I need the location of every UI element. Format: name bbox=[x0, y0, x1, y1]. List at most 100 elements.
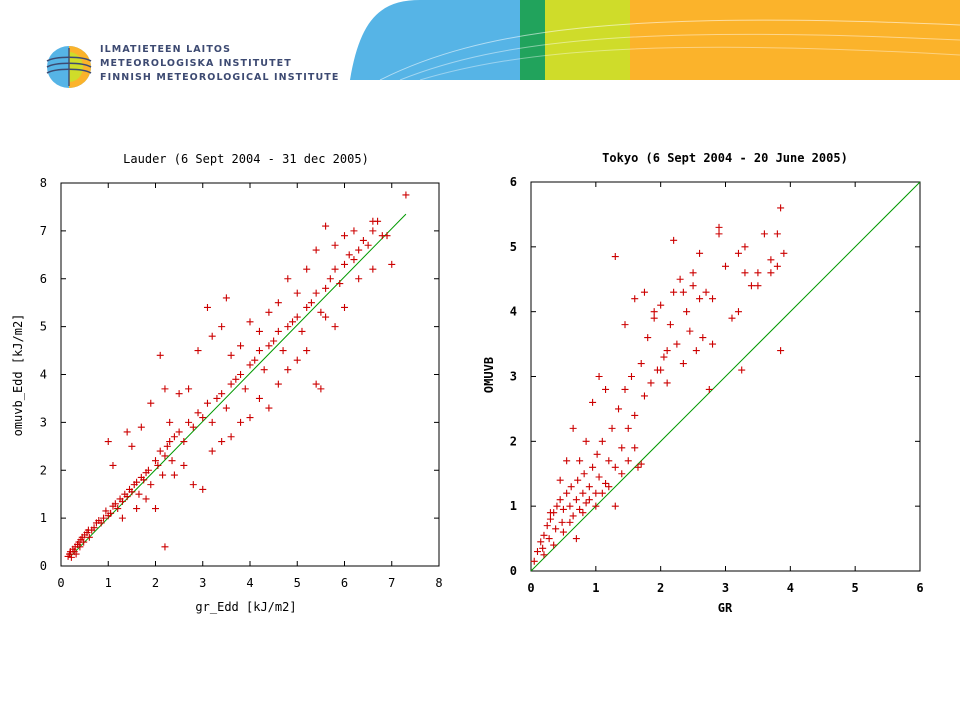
tokyo-data-point bbox=[709, 340, 717, 348]
tokyo-data-point bbox=[546, 515, 554, 523]
lauder-data-point bbox=[97, 519, 105, 527]
tokyo-data-point bbox=[647, 379, 655, 387]
lauder-y-tick-label: 8 bbox=[40, 176, 47, 190]
tokyo-reference-line-group bbox=[530, 181, 921, 572]
lauder-data-point bbox=[80, 538, 88, 546]
lauder-data-point bbox=[161, 452, 169, 460]
tokyo-data-point bbox=[580, 470, 588, 478]
tokyo-data-point bbox=[579, 509, 587, 517]
lauder-x-tick-label: 3 bbox=[199, 576, 206, 590]
lauder-data-point bbox=[222, 404, 230, 412]
tokyo-x-tick-label: 0 bbox=[527, 581, 534, 595]
lauder-x-tick-label: 1 bbox=[105, 576, 112, 590]
lauder-data-point bbox=[100, 514, 108, 522]
lauder-data-point bbox=[90, 524, 98, 532]
lauder-data-point bbox=[114, 505, 122, 513]
tokyo-data-point bbox=[699, 334, 707, 342]
lauder-y-tick-label: 0 bbox=[40, 559, 47, 573]
lauder-data-point bbox=[246, 414, 254, 422]
lauder-data-point bbox=[383, 232, 391, 240]
tokyo-y-tick-label: 4 bbox=[510, 305, 517, 319]
tokyo-data-point bbox=[572, 535, 580, 543]
tokyo-data-point bbox=[637, 360, 645, 368]
lauder-y-tick-label: 1 bbox=[40, 511, 47, 525]
lauder-data-point bbox=[194, 347, 202, 355]
tokyo-data-point bbox=[754, 282, 762, 290]
lauder-data-point bbox=[331, 241, 339, 249]
logo-text-line-2: METEOROLOGISKA INSTITUTET bbox=[100, 58, 292, 69]
lauder-data-point bbox=[104, 438, 112, 446]
lauder-data-point bbox=[194, 409, 202, 417]
lauder-data-point bbox=[322, 284, 330, 292]
lauder-y-tick-label: 2 bbox=[40, 463, 47, 477]
lauder-data-point bbox=[355, 246, 363, 254]
lauder-data-point bbox=[128, 488, 136, 496]
lauder-data-point bbox=[274, 380, 282, 388]
tokyo-data-point bbox=[563, 457, 571, 465]
tokyo-data-point bbox=[634, 463, 642, 471]
lauder-data-point bbox=[336, 280, 344, 288]
logo-text-line-1: ILMATIETEEN LAITOS bbox=[100, 44, 232, 55]
lauder-reference-line-group bbox=[70, 213, 407, 557]
lauder-x-tick-label: 4 bbox=[246, 576, 253, 590]
tokyo-data-point bbox=[780, 249, 788, 257]
tokyo-data-point bbox=[663, 347, 671, 355]
lauder-data-point bbox=[331, 323, 339, 331]
banner-lime-band bbox=[545, 0, 635, 80]
tokyo-ticks: 0 1 2 3 4 5 6 0 1 2 3 4 5 6 bbox=[510, 175, 924, 595]
lauder-data-point bbox=[180, 461, 188, 469]
tokyo-data-point bbox=[777, 347, 785, 355]
lauder-data-point bbox=[152, 457, 159, 465]
lauder-data-point bbox=[133, 505, 141, 513]
tokyo-data-point bbox=[589, 463, 597, 471]
lauder-data-point bbox=[137, 423, 145, 431]
lauder-data-point bbox=[85, 533, 93, 541]
tokyo-data-point bbox=[567, 483, 575, 491]
tokyo-data-point bbox=[576, 457, 584, 465]
tokyo-data-point bbox=[559, 528, 567, 536]
fmi-logo-icon bbox=[46, 46, 92, 88]
lauder-data-point bbox=[109, 461, 117, 469]
tokyo-y-axis-label: OMUVB bbox=[482, 357, 496, 393]
tokyo-data-point bbox=[595, 473, 603, 481]
tokyo-data-point bbox=[673, 340, 681, 348]
lauder-data-point bbox=[156, 351, 164, 359]
tokyo-data-point bbox=[660, 353, 668, 361]
tokyo-data-point bbox=[559, 505, 567, 513]
lauder-data-point bbox=[265, 342, 273, 350]
lauder-data-point bbox=[163, 442, 171, 450]
tokyo-data-point bbox=[663, 379, 671, 387]
tokyo-data-point bbox=[624, 424, 632, 432]
tokyo-data-point bbox=[747, 282, 755, 290]
tokyo-data-point bbox=[592, 489, 600, 497]
lauder-data-point bbox=[218, 438, 226, 446]
tokyo-data-point bbox=[602, 479, 610, 487]
lauder-data-point bbox=[144, 466, 152, 474]
tokyo-data-point bbox=[579, 489, 587, 497]
tokyo-data-point bbox=[657, 301, 665, 309]
tokyo-data-point bbox=[679, 288, 687, 296]
tokyo-data-point bbox=[741, 243, 749, 251]
lauder-data-point bbox=[213, 394, 221, 402]
lauder-data-point bbox=[227, 433, 235, 441]
lauder-data-point bbox=[265, 308, 273, 316]
lauder-data-point bbox=[128, 442, 136, 450]
tokyo-data-point bbox=[539, 544, 547, 552]
lauder-data-point bbox=[293, 289, 301, 297]
tokyo-data-point bbox=[657, 366, 665, 374]
tokyo-data-point bbox=[683, 308, 691, 316]
tokyo-data-point bbox=[773, 230, 781, 238]
tokyo-data-point bbox=[543, 522, 551, 530]
lauder-x-tick-label: 5 bbox=[294, 576, 301, 590]
tokyo-data-point bbox=[631, 411, 639, 419]
lauder-data-point bbox=[161, 543, 169, 551]
lauder-data-point bbox=[341, 303, 348, 311]
tokyo-data-point bbox=[679, 360, 687, 368]
lauder-data-point bbox=[203, 399, 211, 407]
tokyo-data-point bbox=[689, 282, 697, 290]
lauder-data-point bbox=[199, 414, 207, 422]
lauder-data-point bbox=[322, 313, 330, 321]
lauder-ticks: 0 1 2 3 4 5 6 7 8 0 1 2 3 4 5 6 7 8 bbox=[40, 176, 443, 590]
tokyo-x-tick-label: 3 bbox=[722, 581, 729, 595]
tokyo-data-point bbox=[576, 505, 584, 513]
